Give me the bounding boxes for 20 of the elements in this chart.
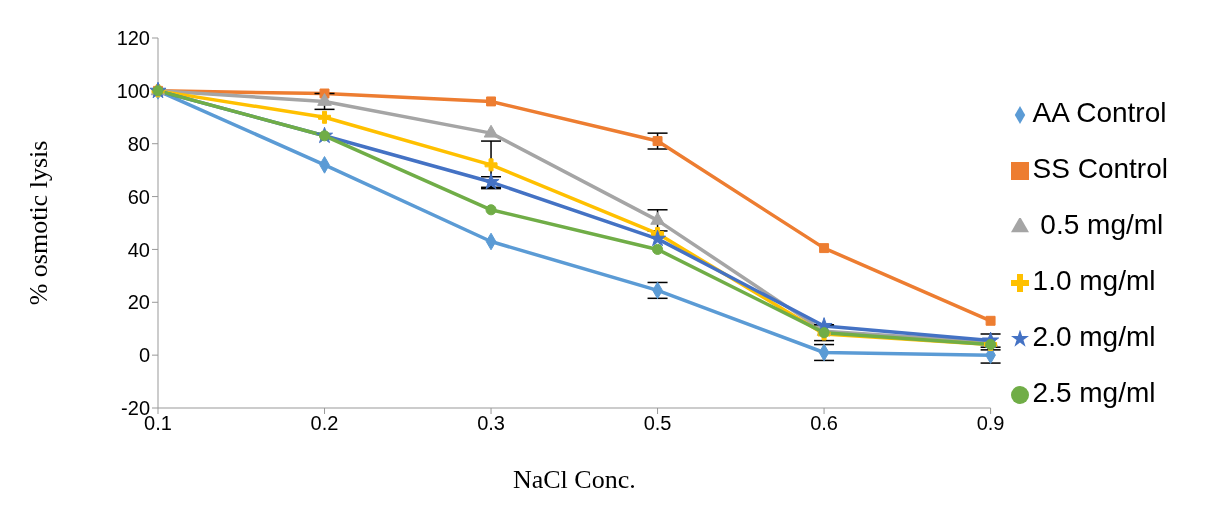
x-axis-title: NaCl Conc. <box>512 465 636 494</box>
y-tick-label: 100 <box>116 79 150 102</box>
legend-label: 1.0 mg/ml <box>1032 265 1156 296</box>
y-tick-label: 20 <box>127 291 150 314</box>
x-tick-label: 0.6 <box>810 412 838 435</box>
y-tick-label: 80 <box>127 132 150 155</box>
legend-label: SS Control <box>1032 153 1168 184</box>
y-tick-label: 40 <box>127 238 150 261</box>
legend-label: AA Control <box>1032 97 1167 128</box>
y-tick-label: 60 <box>127 185 150 208</box>
x-tick-label: 0.3 <box>477 412 505 435</box>
y-tick-label: 120 <box>116 27 150 50</box>
y-axis-title: % osmotic lysis <box>24 140 54 306</box>
legend-label: 0.5 mg/ml <box>1039 209 1164 240</box>
x-tick-label: 0.2 <box>310 412 339 435</box>
x-tick-label: 0.5 <box>643 412 672 435</box>
x-tick-label: 0.9 <box>976 412 1005 435</box>
y-tick-label: 0 <box>138 344 150 367</box>
legend-label: 2.5 mg/ml <box>1032 377 1156 408</box>
legend-label: 2.0 mg/ml <box>1032 321 1156 352</box>
